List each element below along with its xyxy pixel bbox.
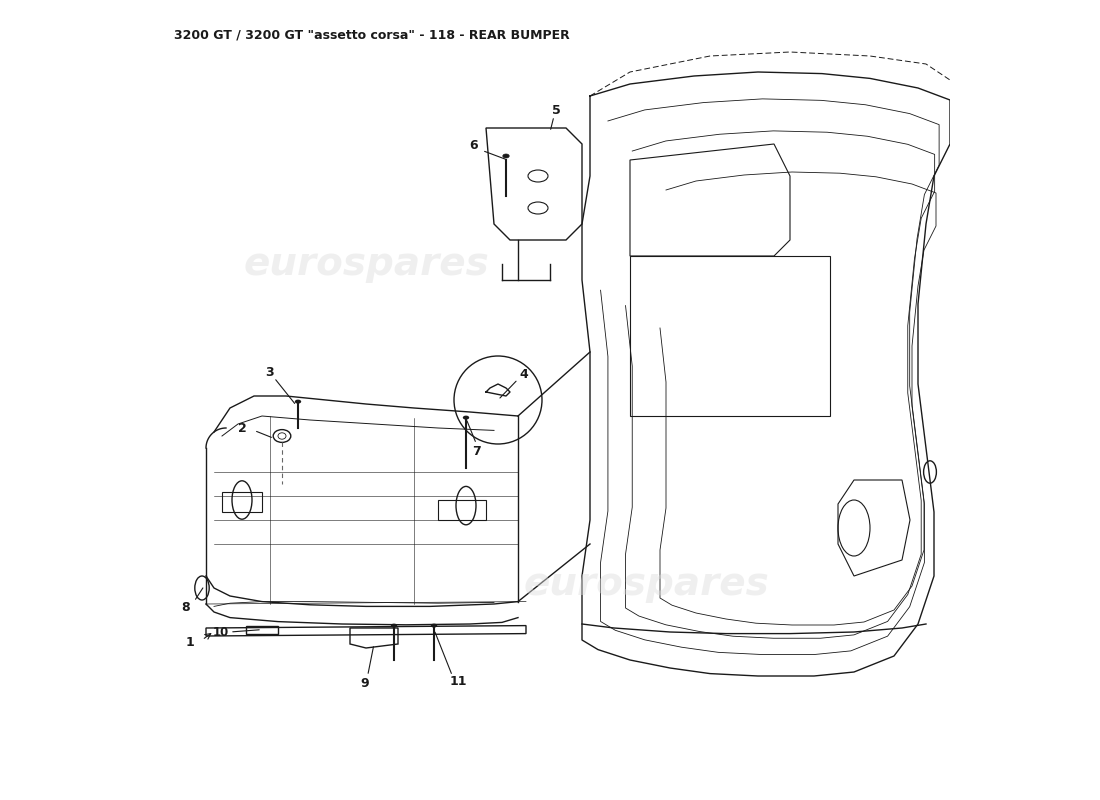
Text: 3: 3 [266,366,274,378]
Text: eurospares: eurospares [524,565,769,603]
Text: 4: 4 [519,368,528,381]
Ellipse shape [463,416,470,419]
Text: 6: 6 [470,139,478,152]
Text: 10: 10 [212,626,229,638]
Text: eurospares: eurospares [243,245,488,283]
Text: 8: 8 [182,601,190,614]
Text: 9: 9 [360,677,368,690]
Text: 11: 11 [449,675,466,688]
Text: 1: 1 [186,636,195,649]
Ellipse shape [390,624,397,627]
Text: 2: 2 [238,422,246,434]
Ellipse shape [431,624,437,627]
Ellipse shape [503,154,509,158]
Text: 7: 7 [472,445,481,458]
Ellipse shape [295,400,301,403]
Text: 3200 GT / 3200 GT "assetto corsa" - 118 - REAR BUMPER: 3200 GT / 3200 GT "assetto corsa" - 118 … [174,28,570,41]
Text: 5: 5 [552,104,561,117]
